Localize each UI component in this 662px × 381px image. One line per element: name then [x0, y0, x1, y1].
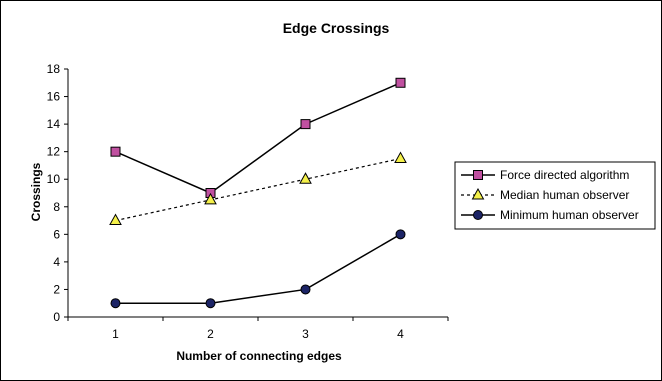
- data-point: [299, 172, 312, 184]
- series-line: [115, 82, 401, 194]
- series-line: [115, 157, 401, 222]
- legend: Force directed algorithm Median human obs…: [454, 161, 656, 230]
- series-2: [109, 151, 407, 226]
- data-point: [204, 192, 217, 205]
- data-point: [110, 298, 121, 309]
- y-tick-label: 0: [53, 310, 60, 324]
- y-tick-label: 6: [53, 227, 60, 241]
- legend-item: Force directed algorithm: [461, 168, 629, 182]
- legend-marker: [473, 170, 483, 180]
- legend-marker: [471, 187, 485, 200]
- legend-label: Median human observer: [500, 188, 629, 202]
- data-point: [110, 146, 121, 157]
- series-line: [115, 233, 401, 304]
- data-point: [300, 119, 311, 130]
- legend-marker: [473, 210, 483, 220]
- legend-label: Minimum human observer: [500, 208, 639, 222]
- y-tick-label: 12: [47, 145, 61, 159]
- data-point: [394, 151, 407, 164]
- data-point: [205, 298, 216, 309]
- data-point: [300, 284, 311, 295]
- x-tick-label: 4: [397, 327, 404, 341]
- y-tick-label: 18: [47, 62, 61, 76]
- y-tick-label: 8: [53, 200, 60, 214]
- series-3: [110, 229, 406, 309]
- legend-box: [454, 161, 656, 230]
- x-tick-label: 2: [207, 327, 214, 341]
- legend-label: Force directed algorithm: [500, 168, 629, 182]
- legend-item: Minimum human observer: [461, 208, 639, 222]
- data-point: [395, 77, 406, 88]
- y-tick-label: 2: [53, 282, 60, 296]
- x-tick-label: 1: [112, 327, 119, 341]
- data-point: [395, 229, 406, 240]
- x-tick-label: 3: [302, 327, 309, 341]
- legend-item: Median human observer: [461, 187, 629, 202]
- y-tick-label: 4: [53, 255, 60, 269]
- y-axis-title: Crossings: [29, 162, 43, 221]
- chart-title: Edge Crossings: [283, 20, 390, 36]
- y-tick-label: 10: [47, 172, 61, 186]
- series-group: [109, 77, 407, 309]
- y-tick-label: 16: [47, 90, 61, 104]
- data-point: [109, 213, 122, 226]
- y-tick-label: 14: [47, 117, 61, 131]
- x-axis-title: Number of connecting edges: [176, 349, 342, 363]
